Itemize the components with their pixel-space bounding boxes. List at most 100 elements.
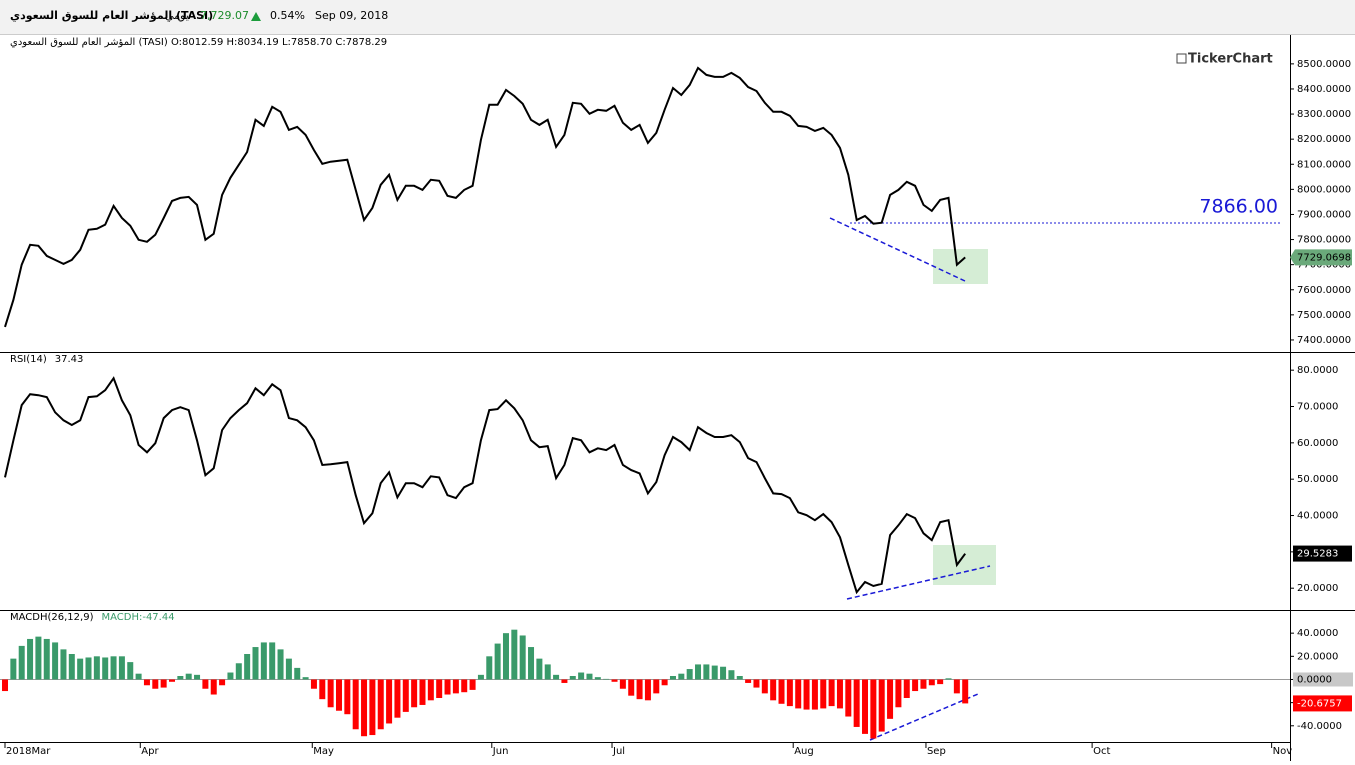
histogram-bar [728,670,735,680]
histogram-bar [269,642,276,680]
header-bar [0,0,1355,34]
histogram-bar [862,679,869,734]
histogram-bar [586,673,593,680]
trend-line [846,565,991,600]
last-value-box [1293,545,1352,562]
panel-title: MACDH(26,12,9) [10,612,94,623]
x-tick-label: Jul [612,746,625,757]
histogram-bar [85,657,92,680]
symbol-name: المؤشر العام للسوق السعودي (TASI) [10,9,213,22]
y-tick-label: 8500.0000 [1297,59,1351,70]
period: يومي [165,9,189,22]
histogram-bar [419,679,426,705]
histogram-bar [661,679,668,686]
histogram-bar [937,679,944,685]
date: Sep 09, 2018 [315,9,388,22]
histogram-bar [644,679,651,701]
last-price: 7,729.07 [200,9,249,22]
histogram-bar [920,679,927,689]
y-tick-label: 70.0000 [1297,402,1338,413]
panel-title: المؤشر العام للسوق السعودي (TASI) O:8012… [10,37,387,48]
histogram-bar [561,679,568,683]
histogram-bar [603,678,610,680]
histogram-bar [828,679,835,707]
histogram-bar [720,666,727,680]
histogram-bar [519,635,526,680]
logo: TickerChart [1188,52,1273,67]
last-value: 7729.0698 [1297,252,1351,263]
histogram-bar [361,679,368,737]
histogram-bar [945,678,952,680]
histogram-bar [369,679,376,736]
last-value-box [1290,249,1352,266]
histogram-bar [202,679,209,689]
x-tick-label: Apr [141,746,159,757]
histogram-bar [669,676,676,680]
y-tick-label: 40.0000 [1297,628,1338,639]
histogram-bar [544,664,551,680]
last-value: -20.6757 [1297,698,1342,709]
histogram-bar [569,676,576,680]
histogram-bar [452,679,459,694]
panel-title: RSI(14) [10,354,47,365]
histogram-bar [118,656,125,680]
histogram-bar [210,679,217,695]
histogram-bar [795,679,802,709]
histogram-bar [636,679,643,700]
histogram-bar [628,679,635,696]
zero-box [1293,672,1353,687]
histogram-bar [594,677,601,680]
x-tick-label: Nov [1273,746,1293,757]
change: 0.54% [270,9,305,22]
y-tick-label: 7400.0000 [1297,335,1351,346]
histogram-bar [352,679,359,730]
histogram-bar [402,679,409,712]
y-tick-label: 0.0000 [1297,674,1332,685]
histogram-bar [511,629,518,680]
x-tick-label: Jun [492,746,509,757]
histogram-bar [244,654,251,680]
histogram-bar [912,679,919,692]
histogram-bar [477,674,484,680]
up-arrow [251,12,261,21]
histogram-bar [285,658,292,680]
histogram-bar [836,679,843,709]
histogram-bar [235,663,242,680]
y-tick-label: 80.0000 [1297,365,1338,376]
trend-line [829,217,966,282]
histogram-bar [52,642,59,680]
highlight-box [933,249,988,284]
histogram-bar [27,638,34,680]
histogram-bar [686,669,693,680]
histogram-bar [294,667,301,680]
histogram-bar [745,679,752,683]
histogram-bar [18,645,25,680]
histogram-bar [953,679,960,694]
last-value-box [1293,695,1352,712]
y-tick-label: 50.0000 [1297,474,1338,485]
histogram-bar [60,649,67,680]
histogram-bar [310,679,317,689]
histogram-bar [110,656,117,680]
y-tick-label: 7900.0000 [1297,209,1351,220]
histogram-bar [344,679,351,715]
histogram-bar [678,673,685,680]
histogram-bar [536,658,543,680]
histogram-bar [427,679,434,701]
reference-label: 7866.00 [1199,195,1278,217]
histogram-bar [695,664,702,680]
x-tick-label: Aug [794,746,814,757]
histogram-bar [327,679,334,708]
histogram-bar [43,638,50,680]
trend-line [869,693,979,741]
histogram-bar [127,662,134,680]
histogram-bar [703,664,710,680]
histogram-bar [302,677,309,680]
highlight-box [933,545,996,585]
histogram-bar [135,673,142,680]
histogram-bar [870,679,877,739]
histogram-bar [319,679,326,700]
histogram-bar [770,679,777,701]
histogram-bar [736,676,743,680]
